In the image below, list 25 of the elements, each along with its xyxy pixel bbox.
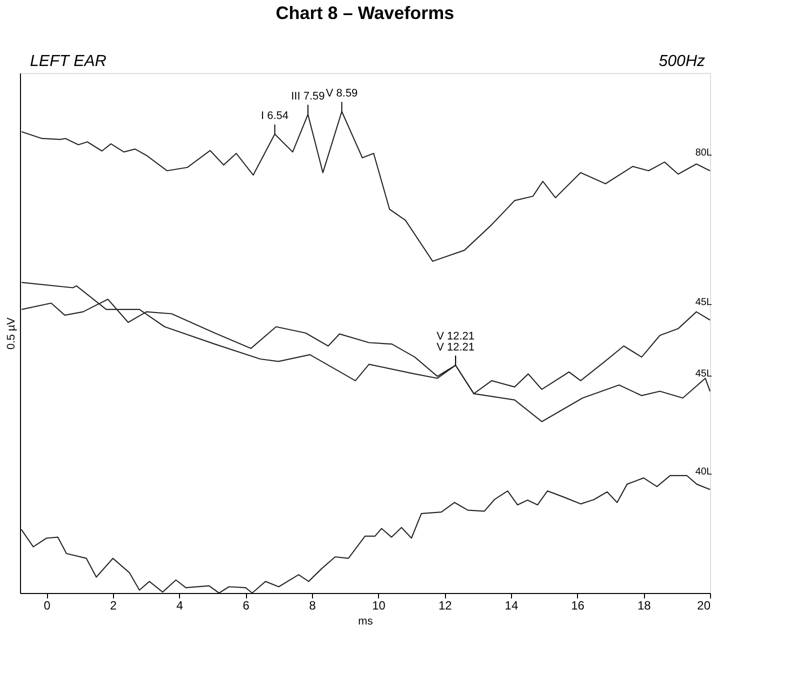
annotation: V 8.59 (326, 88, 358, 100)
chart-title: Chart 8 – Waveforms (276, 3, 454, 23)
x-tick-label: 6 (242, 598, 250, 612)
x-tick-label: 12 (438, 598, 452, 612)
annotation: III 7.59 (291, 90, 325, 102)
x-tick-label: 14 (504, 598, 518, 612)
x-tick-label: 0 (44, 598, 51, 612)
text: 500Hz (658, 53, 705, 70)
series-label: 45L (695, 297, 712, 308)
x-tick-label: 10 (372, 598, 386, 612)
x-tick-label: 16 (571, 598, 585, 612)
x-tick-label: 18 (637, 598, 652, 612)
series-label: 80L (695, 148, 712, 159)
annotation: I 6.54 (261, 110, 289, 122)
x-tick-label: 2 (110, 598, 118, 612)
text: LEFT EAR (30, 53, 107, 70)
series-label: 45L (695, 368, 712, 380)
x-tick-label: 4 (176, 598, 184, 612)
x-tick-label: 20 (697, 598, 711, 612)
x-tick-label: 8 (309, 598, 316, 612)
annotation: V 12.21 (436, 330, 475, 342)
series-label: 40L (695, 466, 712, 478)
annotation: V 12.21 (436, 341, 475, 354)
y-axis-title: 0.5 µV (6, 316, 18, 350)
x-axis-title: ms (358, 616, 374, 628)
